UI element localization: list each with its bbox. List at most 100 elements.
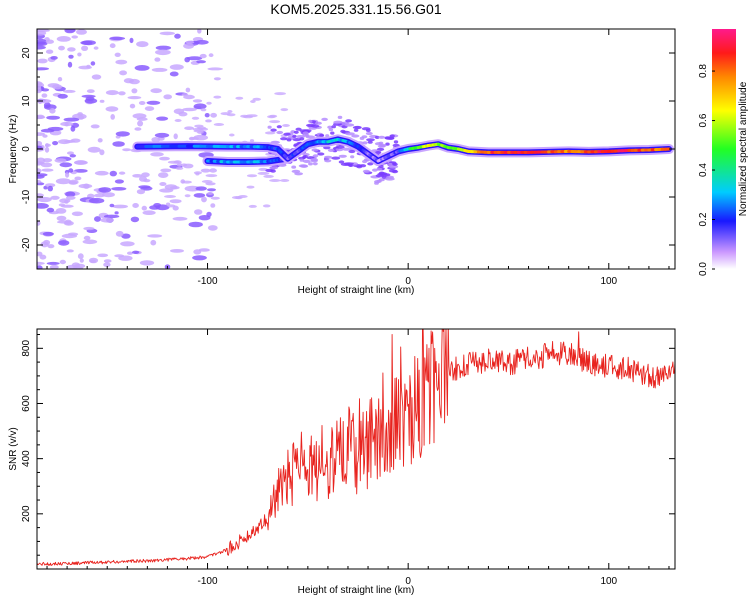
noise-blob bbox=[47, 244, 55, 249]
noise-blob bbox=[78, 65, 92, 70]
noise-blob bbox=[37, 265, 43, 269]
noise-blob bbox=[37, 168, 42, 174]
noise-blob bbox=[70, 125, 76, 132]
noise-blob bbox=[151, 137, 161, 143]
noise-blob bbox=[55, 208, 67, 214]
noise-blob bbox=[132, 113, 147, 119]
noise-blob bbox=[213, 95, 222, 99]
noise-blob bbox=[174, 119, 182, 122]
x-tick-label: 100 bbox=[600, 576, 617, 587]
noise-blob bbox=[109, 170, 118, 177]
colorbar-gradient bbox=[712, 29, 736, 269]
noise-blob bbox=[67, 47, 76, 52]
noise-blob bbox=[250, 100, 256, 103]
noise-blob bbox=[136, 189, 145, 195]
noise-blob bbox=[102, 192, 115, 198]
cloud-blob bbox=[366, 138, 375, 142]
noise-blob bbox=[184, 126, 195, 130]
noise-blob bbox=[71, 211, 83, 217]
noise-blob bbox=[68, 168, 74, 173]
noise-blob bbox=[56, 215, 67, 221]
noise-blob bbox=[37, 58, 48, 64]
noise-blob bbox=[153, 203, 162, 208]
cloud-blob bbox=[384, 136, 392, 140]
noise-blob bbox=[97, 253, 109, 258]
noise-blob bbox=[57, 220, 72, 224]
noise-blob bbox=[112, 204, 128, 209]
noise-blob bbox=[140, 186, 153, 191]
noise-blob bbox=[155, 45, 172, 51]
noise-blob bbox=[246, 185, 255, 189]
noise-blob bbox=[44, 143, 51, 147]
y-tick-label: 20 bbox=[21, 47, 32, 59]
noise-blob bbox=[64, 140, 76, 143]
cloud-blob bbox=[302, 131, 309, 135]
noise-blob bbox=[169, 71, 179, 77]
noise-blob bbox=[37, 145, 43, 150]
colorbar-tick-label: 0.8 bbox=[698, 64, 709, 78]
noise-blob bbox=[99, 149, 105, 156]
noise-blob bbox=[61, 233, 78, 239]
noise-blob bbox=[267, 115, 276, 119]
noise-blob bbox=[170, 249, 184, 253]
noise-blob bbox=[200, 168, 211, 173]
noise-blob bbox=[151, 67, 168, 72]
spectrogram-x-label: Height of straight line (km) bbox=[298, 285, 415, 296]
noise-blob bbox=[78, 183, 93, 189]
cloud-blob bbox=[276, 130, 284, 135]
noise-blob bbox=[111, 187, 127, 191]
noise-blob bbox=[184, 185, 201, 192]
figure-title: KOM5.2025.331.15.56.G01 bbox=[270, 1, 441, 17]
noise-blob bbox=[37, 41, 48, 47]
spectrogram-y-axis: -20 -10 0 10 20 bbox=[21, 28, 675, 270]
noise-blob bbox=[118, 255, 133, 261]
noise-blob bbox=[120, 241, 135, 247]
noise-blob bbox=[47, 185, 53, 192]
noise-blob bbox=[88, 197, 105, 204]
noise-blob bbox=[150, 88, 162, 94]
noise-blob bbox=[59, 259, 66, 265]
cloud-blob bbox=[338, 154, 347, 158]
cloud-blob bbox=[331, 125, 337, 129]
spectrogram-x-axis: -100 0 100 bbox=[46, 29, 670, 287]
noise-blob bbox=[204, 113, 210, 118]
noise-blob bbox=[193, 193, 206, 198]
noise-blob bbox=[196, 60, 207, 64]
noise-blob bbox=[206, 101, 212, 105]
cloud-blob bbox=[311, 148, 319, 152]
noise-blob bbox=[72, 266, 84, 269]
noise-blob bbox=[114, 211, 119, 215]
noise-blob bbox=[37, 67, 49, 71]
cloud-blob bbox=[352, 125, 362, 130]
noise-blob bbox=[66, 195, 76, 200]
noise-blob bbox=[110, 114, 115, 120]
noise-blob bbox=[59, 162, 73, 168]
noise-blob bbox=[76, 29, 87, 35]
cloud-blob bbox=[345, 119, 352, 123]
noise-blob bbox=[90, 124, 100, 129]
noise-blob bbox=[155, 49, 171, 56]
noise-blob bbox=[188, 221, 203, 228]
noise-blob bbox=[185, 40, 195, 44]
noise-blob bbox=[37, 115, 46, 120]
noise-blob bbox=[129, 37, 134, 44]
noise-blob bbox=[159, 156, 170, 161]
y-tick-label: 600 bbox=[21, 395, 32, 412]
noise-blob bbox=[56, 36, 71, 42]
noise-blob bbox=[58, 45, 65, 51]
noise-blob bbox=[103, 259, 112, 263]
cloud-blob bbox=[302, 155, 307, 159]
noise-blob bbox=[193, 103, 207, 110]
noise-blob bbox=[142, 210, 156, 215]
y-tick-label: 800 bbox=[21, 340, 32, 357]
noise-blob bbox=[205, 119, 212, 123]
noise-blob bbox=[52, 84, 63, 90]
cloud-blob bbox=[283, 132, 291, 136]
cloud-blob bbox=[308, 119, 313, 123]
colorbar-tick-label: 0.2 bbox=[698, 212, 709, 226]
noise-blob bbox=[200, 108, 207, 112]
noise-blob bbox=[37, 261, 45, 265]
x-tick-label: 100 bbox=[600, 276, 617, 287]
noise-blob bbox=[37, 203, 49, 209]
noise-blob bbox=[163, 94, 172, 100]
